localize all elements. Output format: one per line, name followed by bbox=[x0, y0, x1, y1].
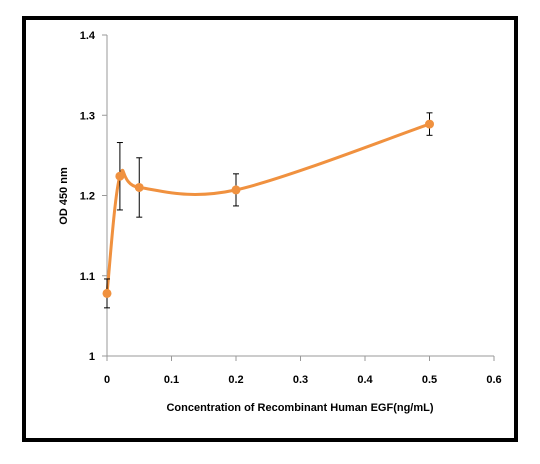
y-axis-label: OD 450 nm bbox=[58, 167, 70, 225]
x-tick-label: 0.2 bbox=[228, 374, 243, 386]
x-tick-label: 0 bbox=[104, 374, 110, 386]
y-tick-label: 1.3 bbox=[80, 110, 95, 122]
data-point bbox=[115, 171, 125, 181]
chart-frame bbox=[22, 16, 518, 442]
y-axis-ticks: 1 1.1 1.2 1.3 1.4 bbox=[80, 30, 107, 363]
x-axis-label: Concentration of Recombinant Human EGF(n… bbox=[166, 402, 433, 414]
data-point bbox=[425, 119, 434, 129]
data-point bbox=[102, 288, 112, 298]
y-tick-label: 1 bbox=[89, 351, 95, 363]
x-tick-label: 0.3 bbox=[293, 374, 308, 386]
x-tick-label: 0.5 bbox=[422, 374, 437, 386]
data-point bbox=[231, 185, 241, 195]
data-points bbox=[102, 119, 434, 298]
y-tick-label: 1.2 bbox=[80, 191, 95, 203]
x-tick-label: 0.6 bbox=[486, 374, 501, 386]
y-tick-label: 1.1 bbox=[80, 271, 95, 283]
x-axis-ticks: 0 0.1 0.2 0.3 0.4 0.5 0.6 bbox=[104, 356, 502, 386]
data-point bbox=[134, 182, 144, 192]
x-tick-label: 0.1 bbox=[164, 374, 179, 386]
axes bbox=[106, 35, 494, 357]
series-line bbox=[105, 122, 430, 294]
x-tick-label: 0.4 bbox=[357, 374, 373, 386]
y-tick-label: 1.4 bbox=[80, 30, 96, 42]
